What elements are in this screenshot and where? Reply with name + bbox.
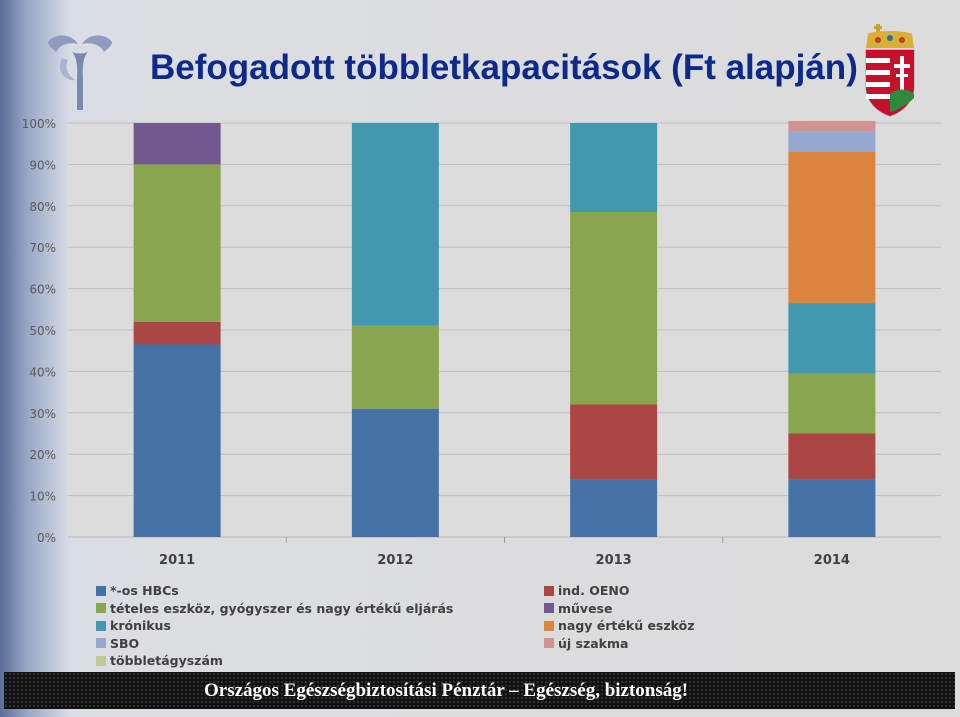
legend-item: SBO <box>96 635 139 652</box>
bar-segment <box>570 123 658 213</box>
legend-item: tételes eszköz, gyógyszer és nagy értékű… <box>96 600 453 617</box>
footer-text: Országos Egészségbiztosítási Pénztár – E… <box>204 679 689 701</box>
bar-segment <box>351 408 439 537</box>
y-tick-label: 40% <box>29 365 56 379</box>
legend-label: krónikus <box>110 618 171 633</box>
legend-swatch <box>544 603 554 613</box>
legend-label: ind. OENO <box>558 583 630 598</box>
bar-segment <box>351 123 439 326</box>
oep-logo <box>48 35 112 110</box>
legend-item: nagy értékű eszköz <box>544 617 694 634</box>
x-tick-label: 2013 <box>596 553 632 568</box>
legend-item: új szakma <box>544 635 628 652</box>
stacked-bar-chart: 0% 10% 20% 30% 40% 50% 60% 70% 80% 90% 100% 2011 20… <box>22 117 941 568</box>
legend-item: művese <box>544 600 612 617</box>
legend-label: új szakma <box>558 635 629 651</box>
bar-segment <box>570 479 658 537</box>
logo-stem <box>72 52 88 110</box>
y-tick-label: 60% <box>29 283 56 297</box>
legend-item: többletágyszám <box>96 652 223 669</box>
footer-bar: Országos Egészségbiztosítási Pénztár – E… <box>4 672 955 709</box>
bar-segment <box>570 212 658 405</box>
legend-swatch <box>96 638 106 648</box>
coat-of-arms-icon <box>865 24 915 117</box>
logo-curl <box>59 58 76 81</box>
legend-label: nagy értékű eszköz <box>558 618 695 633</box>
bar-segment <box>133 321 221 345</box>
x-tick-label: 2011 <box>159 553 195 568</box>
bar-segment <box>133 344 221 537</box>
legend-label: tételes eszköz, gyógyszer és nagy értékű… <box>110 600 454 616</box>
y-tick-label: 90% <box>29 158 56 172</box>
bar-segment <box>351 325 439 409</box>
legend-label: *-os HBCs <box>110 583 179 598</box>
legend-label: SBO <box>110 635 140 651</box>
y-tick-label: 0% <box>37 531 56 545</box>
y-tick-label: 20% <box>29 448 56 462</box>
legend-swatch <box>96 655 106 666</box>
bar-segment <box>788 151 876 304</box>
legend-item: krónikus <box>96 617 171 634</box>
y-tick-label: 30% <box>29 407 56 421</box>
legend-swatch <box>96 620 106 631</box>
legend-swatch <box>544 620 554 631</box>
logo-wing-left <box>48 35 78 52</box>
bar-segment <box>570 404 658 480</box>
legend-label: művese <box>558 600 613 616</box>
y-tick-label: 80% <box>29 200 56 214</box>
legend-swatch <box>544 585 554 596</box>
bar-segment <box>788 373 876 434</box>
bar-segment <box>788 479 876 537</box>
y-tick-label: 10% <box>29 490 56 504</box>
logo-wing-right <box>82 35 112 52</box>
legend-label: többletágyszám <box>110 653 223 668</box>
bar-segment <box>788 120 876 132</box>
bar-segment <box>788 303 876 374</box>
chart-legend: *-os HBCs tételes eszköz, gyógyszer és na… <box>0 580 960 672</box>
legend-swatch <box>96 603 106 613</box>
legend-item: ind. OENO <box>544 582 629 599</box>
legend-item: *-os HBCs <box>96 582 179 599</box>
legend-swatch <box>544 638 554 648</box>
y-tick-label: 100% <box>22 117 56 131</box>
bar-segment <box>788 433 876 480</box>
x-tick-label: 2014 <box>814 553 850 568</box>
bar-segment <box>788 131 876 152</box>
page-title: Befogadott többletkapacitások (Ft alapjá… <box>150 48 858 87</box>
legend-swatch <box>96 585 106 596</box>
y-tick-label: 50% <box>29 324 56 338</box>
y-tick-label: 70% <box>29 241 56 255</box>
bar-segment <box>133 123 221 165</box>
x-tick-label: 2012 <box>377 553 413 568</box>
bar-segment <box>133 164 221 322</box>
